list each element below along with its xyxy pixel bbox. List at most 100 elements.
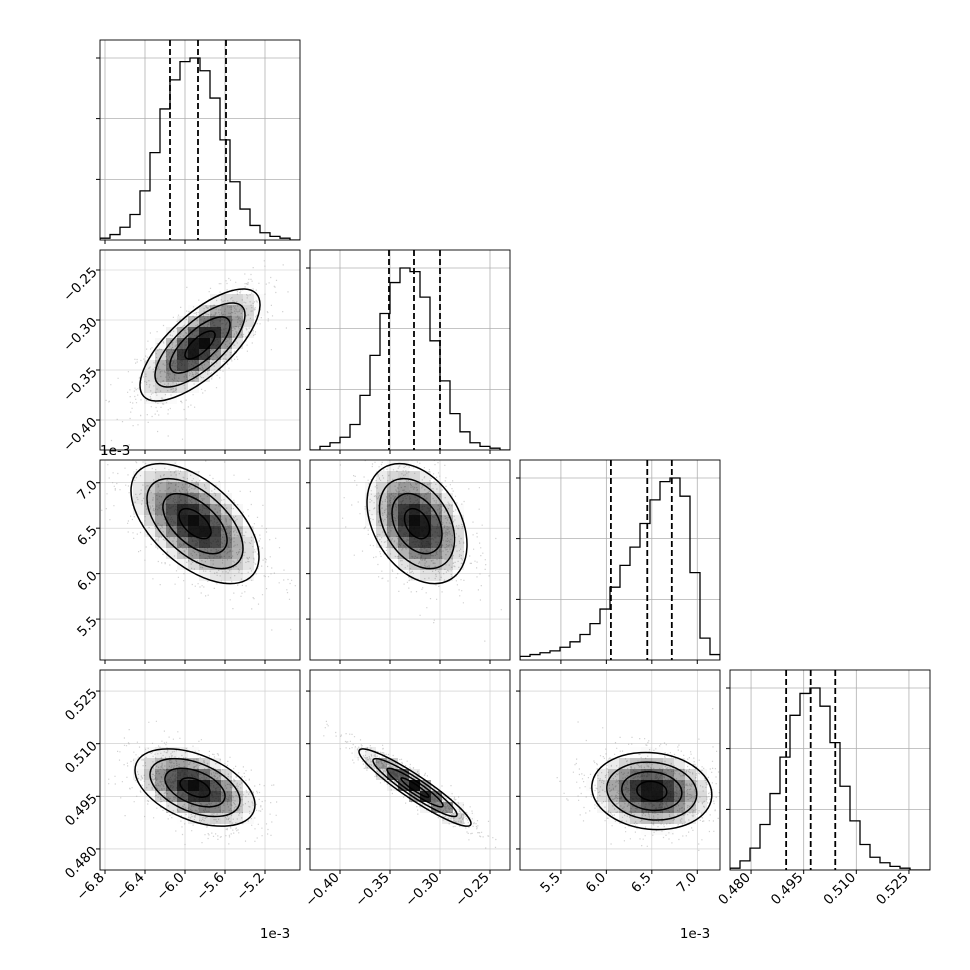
density-cell [166, 802, 177, 813]
density-cell [210, 813, 221, 824]
density-cell [133, 382, 144, 393]
density-cell [376, 537, 387, 548]
density-cell [188, 791, 199, 802]
density-cell [199, 537, 210, 548]
scatter-panel-2-1 [309, 459, 511, 661]
density-cell [221, 316, 232, 327]
density-cell [199, 504, 210, 515]
density-cell [641, 758, 652, 769]
density-cell [210, 338, 221, 349]
y-offset-label: 1e-3 [100, 443, 130, 459]
density-cell [221, 294, 232, 305]
density-cell [630, 813, 641, 824]
density-cell [232, 813, 243, 824]
density-cell [155, 371, 166, 382]
density-cell [166, 769, 177, 780]
x-offset-label: 1e-3 [260, 926, 290, 942]
density-cell [232, 316, 243, 327]
density-cell [199, 360, 210, 371]
panel-frame [519, 669, 721, 871]
density-cell [155, 747, 166, 758]
density-cell [420, 526, 431, 537]
density-cell [398, 780, 409, 791]
density-cell [188, 758, 199, 769]
density-cell [188, 769, 199, 780]
density-cell [155, 471, 166, 482]
density-cell [398, 515, 409, 526]
density-cell [210, 559, 221, 570]
scatter-panel-2-0 [99, 459, 301, 661]
density-cell [199, 802, 210, 813]
density-cell [619, 813, 630, 824]
density-cell [619, 780, 630, 791]
density-cell [409, 537, 420, 548]
density-cell [144, 360, 155, 371]
panel-content [100, 460, 300, 660]
panel-content [520, 670, 720, 870]
density-cell [155, 791, 166, 802]
density-cell [199, 570, 210, 581]
density-cell [188, 780, 199, 791]
contour-line [400, 777, 430, 798]
density-cell [442, 548, 453, 559]
density-cell [685, 769, 696, 780]
density-cell [155, 493, 166, 504]
density-cell [409, 482, 420, 493]
density-cell [188, 548, 199, 559]
density-cell [232, 570, 243, 581]
panel-frame [309, 249, 511, 451]
density-cell [674, 791, 685, 802]
density-cell [155, 482, 166, 493]
histogram-step [310, 267, 510, 450]
density-cell [453, 537, 464, 548]
density-cell [232, 559, 243, 570]
density-cell [641, 802, 652, 813]
density-cell [166, 493, 177, 504]
density-cell [155, 393, 166, 404]
density-cell [243, 548, 254, 559]
density-cell [652, 802, 663, 813]
density-cell [177, 780, 188, 791]
density-cell [221, 813, 232, 824]
y-tick-label: 6.0 [74, 568, 101, 595]
density-cell [641, 769, 652, 780]
density-cell [177, 316, 188, 327]
density-cell [442, 570, 453, 581]
histogram-panel-3 [726, 669, 931, 871]
density-cell [243, 537, 254, 548]
density-cell [685, 791, 696, 802]
density-cell [442, 515, 453, 526]
panel-frame [309, 669, 511, 871]
contour-line [366, 462, 468, 585]
density-cell [199, 780, 210, 791]
density-cell [177, 802, 188, 813]
contour-line [162, 492, 228, 555]
density-cell [199, 548, 210, 559]
panel-content [310, 460, 510, 660]
density-cell [365, 504, 376, 515]
density-cell [431, 559, 442, 570]
density-cell [453, 526, 464, 537]
density-cell [674, 813, 685, 824]
histogram-panel-0 [96, 39, 301, 241]
density-cell [232, 305, 243, 316]
density-cell [409, 548, 420, 559]
x-tick-label: 0.495 [768, 870, 807, 909]
density-cell [188, 338, 199, 349]
density-cell [387, 471, 398, 482]
density-cell [221, 570, 232, 581]
density-cell [398, 559, 409, 570]
density-cell [442, 493, 453, 504]
density-cell [210, 360, 221, 371]
density-cell [232, 780, 243, 791]
contour-line [164, 767, 226, 808]
y-tick-label: 0.510 [62, 738, 101, 777]
x-tick-label: 7.0 [674, 870, 701, 897]
contour-line [621, 771, 683, 812]
x-tick-label: −6.0 [153, 870, 187, 904]
density-cell [696, 769, 707, 780]
density-cell [232, 537, 243, 548]
density-cell [166, 515, 177, 526]
density-cell [431, 493, 442, 504]
density-cell [663, 791, 674, 802]
